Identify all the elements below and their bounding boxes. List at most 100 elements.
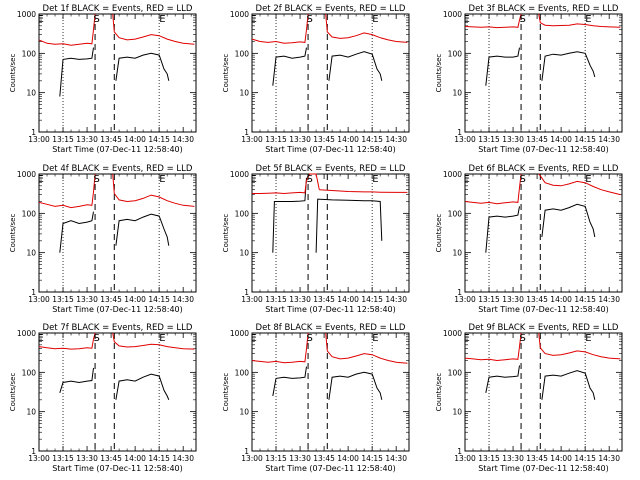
x-tick-label: 13:15 bbox=[478, 295, 500, 304]
series-lld-line bbox=[38, 173, 96, 209]
series-events-line bbox=[115, 373, 170, 400]
panel-title: Det 6f BLACK = Events, RED = LLD bbox=[469, 164, 619, 174]
y-tick-label: 1 bbox=[244, 128, 249, 137]
y-tick-label: 1000 bbox=[17, 10, 36, 19]
marker-label: S bbox=[519, 14, 525, 25]
panel-title: Det 2f BLACK = Events, RED = LLD bbox=[256, 4, 406, 14]
x-tick-label: 14:30 bbox=[598, 135, 620, 144]
series-lld-line bbox=[112, 173, 195, 207]
x-tick-label: 13:15 bbox=[265, 135, 287, 144]
plot-frame bbox=[38, 332, 197, 452]
panel-title: Det 8f BLACK = Events, RED = LLD bbox=[256, 323, 406, 333]
x-tick-label: 14:15 bbox=[574, 135, 596, 144]
x-tick-label: 14:30 bbox=[385, 135, 407, 144]
x-tick-label: 13:45 bbox=[100, 135, 122, 144]
marker-label: E bbox=[372, 333, 378, 344]
series-lld-line bbox=[112, 13, 195, 45]
x-tick-label: 14:15 bbox=[574, 295, 596, 304]
x-tick-label: 13:30 bbox=[289, 454, 311, 463]
series-lld-line bbox=[251, 13, 309, 44]
series-events-line bbox=[541, 370, 596, 400]
marker-label: E bbox=[37, 174, 43, 185]
y-tick-label: 100 bbox=[235, 368, 250, 377]
y-tick-label: 1 bbox=[31, 128, 36, 137]
x-tick-label: 14:30 bbox=[172, 295, 194, 304]
marker-label: S bbox=[93, 174, 99, 185]
y-tick-label: 1 bbox=[457, 288, 462, 297]
marker-label: S bbox=[519, 174, 525, 185]
series-events-line bbox=[59, 47, 94, 97]
marker-label: E bbox=[250, 174, 256, 185]
x-axis-label: Start Time (07-Dec-11 12:58:40) bbox=[265, 464, 396, 473]
series-events-line bbox=[115, 52, 170, 81]
y-tick-label: 100 bbox=[448, 49, 463, 58]
plot-frame bbox=[251, 13, 410, 133]
series-lld-line bbox=[325, 332, 408, 364]
x-tick-label: 14:15 bbox=[148, 454, 170, 463]
x-tick-label: 13:30 bbox=[502, 454, 524, 463]
x-tick-label: 13:00 bbox=[28, 295, 50, 304]
x-tick-label: 13:15 bbox=[265, 295, 287, 304]
panel-title: Det 9f BLACK = Events, RED = LLD bbox=[469, 323, 619, 333]
x-axis-label: Start Time (07-Dec-11 12:58:40) bbox=[52, 145, 183, 154]
marker-label: E bbox=[372, 174, 378, 185]
x-tick-label: 14:15 bbox=[148, 295, 170, 304]
x-tick-label: 14:00 bbox=[337, 295, 359, 304]
x-tick-label: 14:00 bbox=[124, 135, 146, 144]
y-tick-label: 1000 bbox=[230, 329, 249, 338]
series-lld-line bbox=[252, 173, 320, 195]
y-tick-label: 1 bbox=[457, 447, 462, 456]
panel-title: Det 7f BLACK = Events, RED = LLD bbox=[43, 323, 193, 333]
x-tick-label: 13:00 bbox=[28, 135, 50, 144]
y-tick-label: 1000 bbox=[443, 170, 462, 179]
y-tick-label: 100 bbox=[448, 209, 463, 218]
y-tick-label: 1000 bbox=[230, 10, 249, 19]
series-lld-line bbox=[319, 189, 408, 193]
x-tick-label: 14:30 bbox=[598, 295, 620, 304]
y-axis-label: Counts/sec bbox=[222, 54, 230, 93]
marker-label: S bbox=[306, 333, 312, 344]
panel-det-2: Det 2f BLACK = Events, RED = LLD 1 10 100 10… bbox=[222, 4, 410, 154]
series-lld-line bbox=[538, 13, 621, 28]
panel-title: Det 3f BLACK = Events, RED = LLD bbox=[469, 4, 619, 14]
series-lld-line bbox=[251, 332, 309, 364]
x-tick-label: 13:00 bbox=[241, 135, 263, 144]
series-lld-line bbox=[112, 332, 195, 350]
x-tick-label: 13:00 bbox=[241, 295, 263, 304]
series-lld-line bbox=[38, 332, 96, 350]
series-events-line bbox=[272, 366, 307, 397]
x-axis-label: Start Time (07-Dec-11 12:58:40) bbox=[52, 464, 183, 473]
marker-label: E bbox=[463, 333, 469, 344]
y-tick-label: 100 bbox=[22, 209, 37, 218]
y-axis-label: Counts/sec bbox=[222, 214, 230, 253]
x-tick-label: 13:15 bbox=[478, 454, 500, 463]
y-tick-label: 100 bbox=[235, 209, 250, 218]
x-tick-label: 14:00 bbox=[124, 295, 146, 304]
panel-title: Det 5f BLACK = Events, RED = LLD bbox=[256, 164, 406, 174]
plot-frame bbox=[251, 332, 410, 452]
marker-label: E bbox=[159, 174, 165, 185]
y-tick-label: 10 bbox=[239, 408, 249, 417]
y-tick-label: 10 bbox=[26, 249, 36, 258]
x-tick-label: 13:00 bbox=[454, 295, 476, 304]
y-tick-label: 1 bbox=[244, 288, 249, 297]
x-tick-label: 14:00 bbox=[550, 454, 572, 463]
panel-det-8: Det 8f BLACK = Events, RED = LLD 1 10 100 10… bbox=[222, 323, 410, 473]
marker-label: E bbox=[37, 14, 43, 25]
marker-label: S bbox=[93, 14, 99, 25]
x-tick-label: 13:45 bbox=[526, 135, 548, 144]
x-tick-label: 13:45 bbox=[313, 135, 335, 144]
x-tick-label: 14:15 bbox=[574, 454, 596, 463]
y-tick-label: 1 bbox=[457, 128, 462, 137]
x-tick-label: 13:15 bbox=[52, 135, 74, 144]
x-tick-label: 14:30 bbox=[598, 454, 620, 463]
y-tick-label: 10 bbox=[239, 89, 249, 98]
marker-label: E bbox=[159, 333, 165, 344]
plot-frame bbox=[38, 13, 197, 133]
panel-title: Det 1f BLACK = Events, RED = LLD bbox=[43, 4, 193, 14]
x-axis-label: Start Time (07-Dec-11 12:58:40) bbox=[478, 145, 609, 154]
series-events-line bbox=[541, 203, 596, 238]
y-tick-label: 10 bbox=[26, 408, 36, 417]
y-tick-label: 10 bbox=[26, 89, 36, 98]
